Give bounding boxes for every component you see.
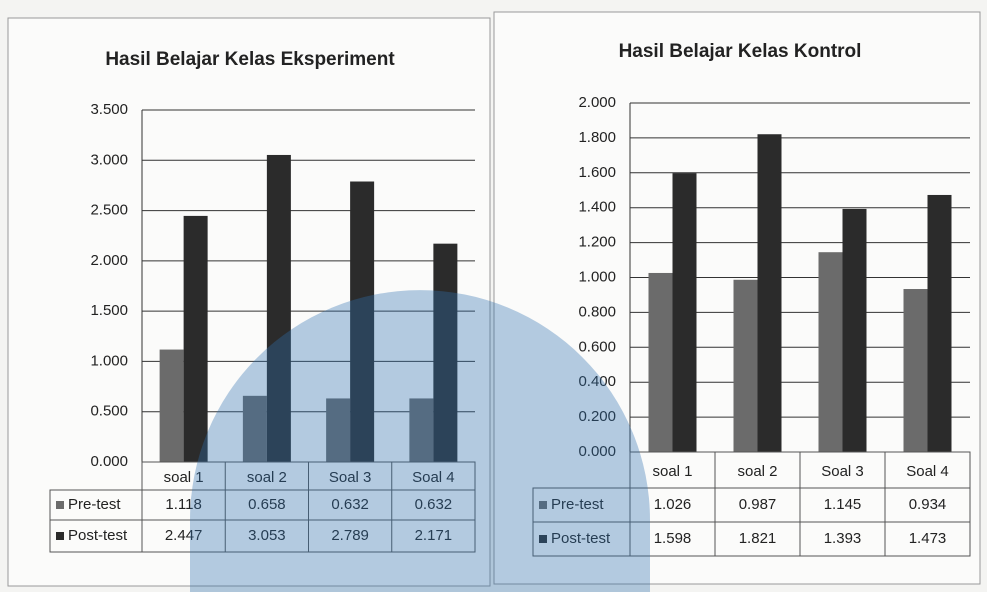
bar xyxy=(183,215,208,462)
y-tick-label: 1.800 xyxy=(578,129,616,146)
table-value: 2.447 xyxy=(165,527,203,544)
y-tick-label: 2.000 xyxy=(578,94,616,111)
y-tick-label: 1.000 xyxy=(90,352,128,369)
x-tick-label: soal 2 xyxy=(247,469,287,486)
bar xyxy=(433,243,458,462)
y-tick-label: 0.400 xyxy=(578,373,616,390)
bar xyxy=(159,349,184,462)
legend-swatch xyxy=(56,532,64,540)
legend-swatch xyxy=(539,535,547,543)
bar xyxy=(927,194,952,453)
y-tick-label: 1.500 xyxy=(90,302,128,319)
panel-left xyxy=(7,17,491,587)
legend-label: Pre-test xyxy=(68,496,121,513)
bar xyxy=(409,398,434,462)
x-tick-label: soal 1 xyxy=(164,469,204,486)
y-tick-label: 1.400 xyxy=(578,199,616,216)
bar xyxy=(648,272,673,452)
bar xyxy=(733,279,758,452)
x-tick-label: soal 2 xyxy=(737,463,777,480)
y-tick-label: 2.000 xyxy=(90,252,128,269)
y-tick-label: 1.200 xyxy=(578,234,616,251)
table-value: 1.393 xyxy=(824,530,862,547)
bar xyxy=(326,398,351,462)
bar xyxy=(903,289,928,452)
y-tick-label: 3.000 xyxy=(90,151,128,168)
legend-label: Post-test xyxy=(68,527,128,544)
y-tick-label: 1.000 xyxy=(578,268,616,285)
legend-swatch xyxy=(539,501,547,509)
chart-title: Hasil Belajar Kelas Eksperiment xyxy=(105,49,395,70)
table-value: 0.934 xyxy=(909,496,947,513)
y-tick-label: 0.800 xyxy=(578,303,616,320)
table-value: 1.118 xyxy=(165,496,201,513)
bar xyxy=(242,395,267,462)
table-value: 0.987 xyxy=(739,496,777,513)
table-value: 1.026 xyxy=(654,496,692,513)
legend-label: Post-test xyxy=(551,530,611,547)
y-tick-label: 0.000 xyxy=(578,443,616,460)
bar xyxy=(842,208,867,452)
table-value: 1.145 xyxy=(824,496,862,513)
legend-label: Pre-test xyxy=(551,496,604,513)
x-tick-label: Soal 4 xyxy=(412,469,455,486)
table-value: 1.473 xyxy=(909,530,947,547)
table-value: 2.789 xyxy=(331,527,369,544)
y-tick-label: 0.000 xyxy=(90,453,128,470)
table-value: 3.053 xyxy=(248,527,286,544)
table-value: 0.658 xyxy=(248,496,286,513)
x-tick-label: Soal 4 xyxy=(906,463,949,480)
table-value: 1.598 xyxy=(654,530,692,547)
y-tick-label: 0.500 xyxy=(90,403,128,420)
table-value: 1.821 xyxy=(739,530,777,547)
bar xyxy=(350,181,375,462)
chart-title: Hasil Belajar Kelas Kontrol xyxy=(619,41,862,62)
bar xyxy=(818,252,843,452)
y-tick-label: 1.600 xyxy=(578,164,616,181)
y-tick-label: 0.600 xyxy=(578,338,616,355)
x-tick-label: soal 1 xyxy=(652,463,692,480)
x-tick-label: Soal 3 xyxy=(821,463,864,480)
table-value: 0.632 xyxy=(415,496,453,513)
table-value: 0.632 xyxy=(331,496,369,513)
y-tick-label: 3.500 xyxy=(90,101,128,118)
bar xyxy=(757,134,782,452)
legend-swatch xyxy=(56,501,64,509)
table-value: 2.171 xyxy=(415,527,453,544)
bar xyxy=(266,154,291,462)
watermark xyxy=(190,290,650,592)
y-tick-label: 2.500 xyxy=(90,202,128,219)
bar xyxy=(672,173,697,453)
y-tick-label: 0.200 xyxy=(578,408,616,425)
x-tick-label: Soal 3 xyxy=(329,469,372,486)
